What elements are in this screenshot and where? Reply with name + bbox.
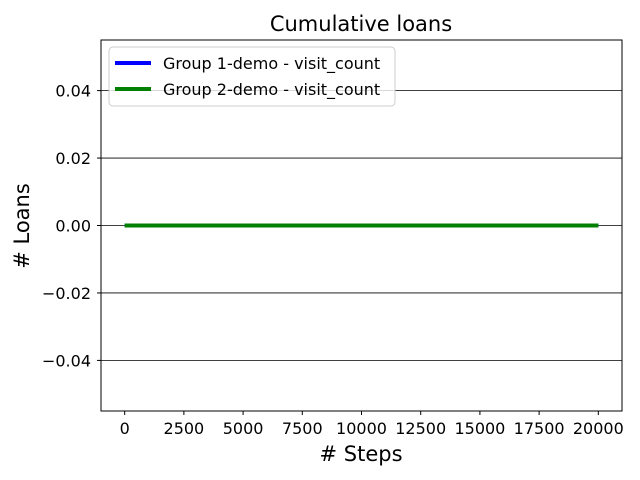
y-tick-label: −0.04 bbox=[42, 351, 91, 370]
x-tick-label: 7500 bbox=[282, 419, 323, 438]
y-tick-label: 0.02 bbox=[55, 149, 91, 168]
x-tick-label: 5000 bbox=[223, 419, 264, 438]
y-axis-ticks: −0.04 −0.02 0.00 0.02 0.04 bbox=[42, 82, 101, 370]
y-tick-label: 0.04 bbox=[55, 82, 91, 101]
legend-frame bbox=[108, 46, 396, 107]
legend-label-1: Group 1-demo - visit_count bbox=[163, 54, 380, 74]
x-tick-label: 0 bbox=[120, 419, 130, 438]
legend-label-2: Group 2-demo - visit_count bbox=[163, 80, 380, 100]
legend: Group 1-demo - visit_count Group 2-demo -… bbox=[108, 46, 396, 107]
chart-title: Cumulative loans bbox=[270, 12, 452, 36]
x-tick-label: 17500 bbox=[514, 419, 565, 438]
x-tick-label: 12500 bbox=[395, 419, 446, 438]
x-tick-label: 10000 bbox=[336, 419, 387, 438]
x-axis-title: # Steps bbox=[319, 442, 402, 466]
x-axis-ticks: 0 2500 5000 7500 10000 12500 15000 17500 20000 bbox=[120, 411, 624, 438]
y-axis-title: # Loans bbox=[10, 183, 34, 269]
x-tick-label: 15000 bbox=[454, 419, 505, 438]
x-tick-label: 20000 bbox=[573, 419, 624, 438]
y-tick-label: 0.00 bbox=[55, 217, 91, 236]
x-tick-label: 2500 bbox=[164, 419, 205, 438]
y-tick-label: −0.02 bbox=[42, 284, 91, 303]
